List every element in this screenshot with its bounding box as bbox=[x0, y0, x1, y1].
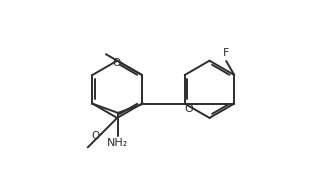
Text: F: F bbox=[223, 48, 229, 58]
Text: NH₂: NH₂ bbox=[107, 138, 129, 148]
Text: O: O bbox=[113, 57, 121, 68]
Text: O: O bbox=[92, 131, 100, 141]
Text: O: O bbox=[184, 104, 193, 114]
